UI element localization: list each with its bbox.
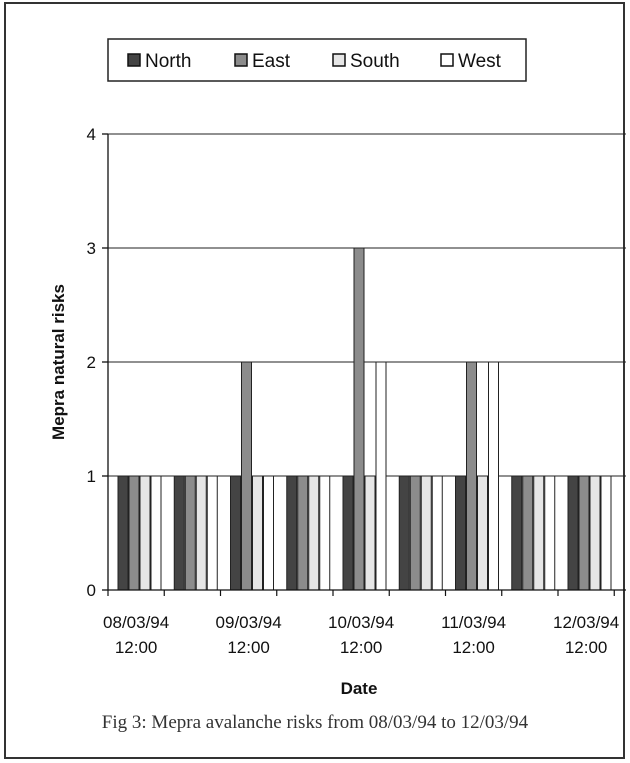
bar-west-1 — [150, 475, 162, 591]
bar-north-6 — [398, 475, 410, 591]
legend-swatch-north — [127, 53, 141, 67]
y-axis-ticks: 0 1 2 3 4 — [87, 125, 108, 600]
x-tick-label: 12:00 — [227, 638, 270, 657]
bar-south-9 — [589, 475, 601, 591]
bar-west-8 — [544, 475, 556, 591]
legend-swatch-east — [234, 53, 248, 67]
bar-south-8 — [533, 475, 545, 591]
x-tick-label: 11/03/94 — [441, 613, 506, 632]
bar-west-2 — [206, 475, 218, 591]
y-axis-title: Mepra natural risks — [49, 284, 68, 440]
legend-swatch-south — [332, 53, 346, 67]
bar-north-2 — [173, 475, 185, 591]
bar-south-2 — [195, 475, 207, 591]
x-tick-label: 12:00 — [340, 638, 383, 657]
legend-label-north: North — [145, 51, 191, 72]
bar-south-7 — [477, 475, 488, 591]
x-axis-ticks: 08/03/94 12:00 09/03/94 12:00 10/03/94 12:00 1… — [103, 590, 619, 657]
x-tick-label: 09/03/94 — [216, 613, 282, 632]
bar-south-5 — [364, 475, 376, 591]
bar-west-7 — [488, 361, 499, 591]
bar-north-9 — [567, 475, 579, 591]
x-tick-label: 12:00 — [115, 638, 158, 657]
legend-label-south: South — [350, 51, 400, 72]
x-axis-title: Date — [341, 679, 378, 698]
y-tick-label: 2 — [87, 353, 96, 372]
bar-east-6 — [409, 475, 421, 591]
bar-east-1 — [128, 475, 140, 591]
legend-label-east: East — [252, 51, 291, 72]
y-tick-label: 4 — [87, 125, 96, 144]
bar-west-3 — [263, 475, 274, 591]
bar-north-8 — [511, 475, 523, 591]
y-tick-label: 0 — [87, 581, 96, 600]
y-tick-label: 1 — [87, 467, 96, 486]
bar-north-1 — [117, 475, 129, 591]
bars — [117, 247, 612, 591]
bar-east-9 — [578, 475, 590, 591]
x-tick-label: 12:00 — [565, 638, 608, 657]
bar-west-4 — [319, 475, 331, 591]
bar-east-2 — [184, 475, 196, 591]
bar-west-9 — [600, 475, 612, 591]
bar-west-6 — [431, 475, 443, 591]
bar-east-8 — [522, 475, 534, 591]
y-tick-label: 3 — [87, 239, 96, 258]
bar-north-5 — [342, 475, 354, 591]
bar-chart: North East South West 0 1 2 3 4 08/03/94 12:00 09… — [49, 38, 626, 698]
x-tick-label: 08/03/94 — [103, 613, 169, 632]
bar-north-4 — [286, 475, 298, 591]
bar-east-5 — [353, 247, 365, 591]
bar-south-4 — [308, 475, 320, 591]
x-tick-label: 10/03/94 — [328, 613, 394, 632]
bar-south-6 — [420, 475, 432, 591]
gridlines — [108, 133, 626, 477]
figure-caption: Fig 3: Mepra avalanche risks from 08/03/… — [101, 712, 529, 733]
bar-south-1 — [139, 475, 151, 591]
bar-east-4 — [297, 475, 309, 591]
x-tick-label: 12:00 — [452, 638, 495, 657]
legend: North East South West — [127, 51, 502, 72]
bar-east-7 — [466, 361, 477, 591]
bar-east-3 — [241, 361, 252, 591]
legend-box — [107, 38, 527, 82]
bar-south-3 — [252, 475, 263, 591]
bar-north-3 — [230, 475, 241, 591]
bar-west-5 — [375, 361, 387, 591]
legend-swatch-west — [440, 53, 454, 67]
x-tick-label: 12/03/94 — [553, 613, 619, 632]
bar-north-7 — [455, 475, 466, 591]
legend-label-west: West — [458, 51, 502, 72]
